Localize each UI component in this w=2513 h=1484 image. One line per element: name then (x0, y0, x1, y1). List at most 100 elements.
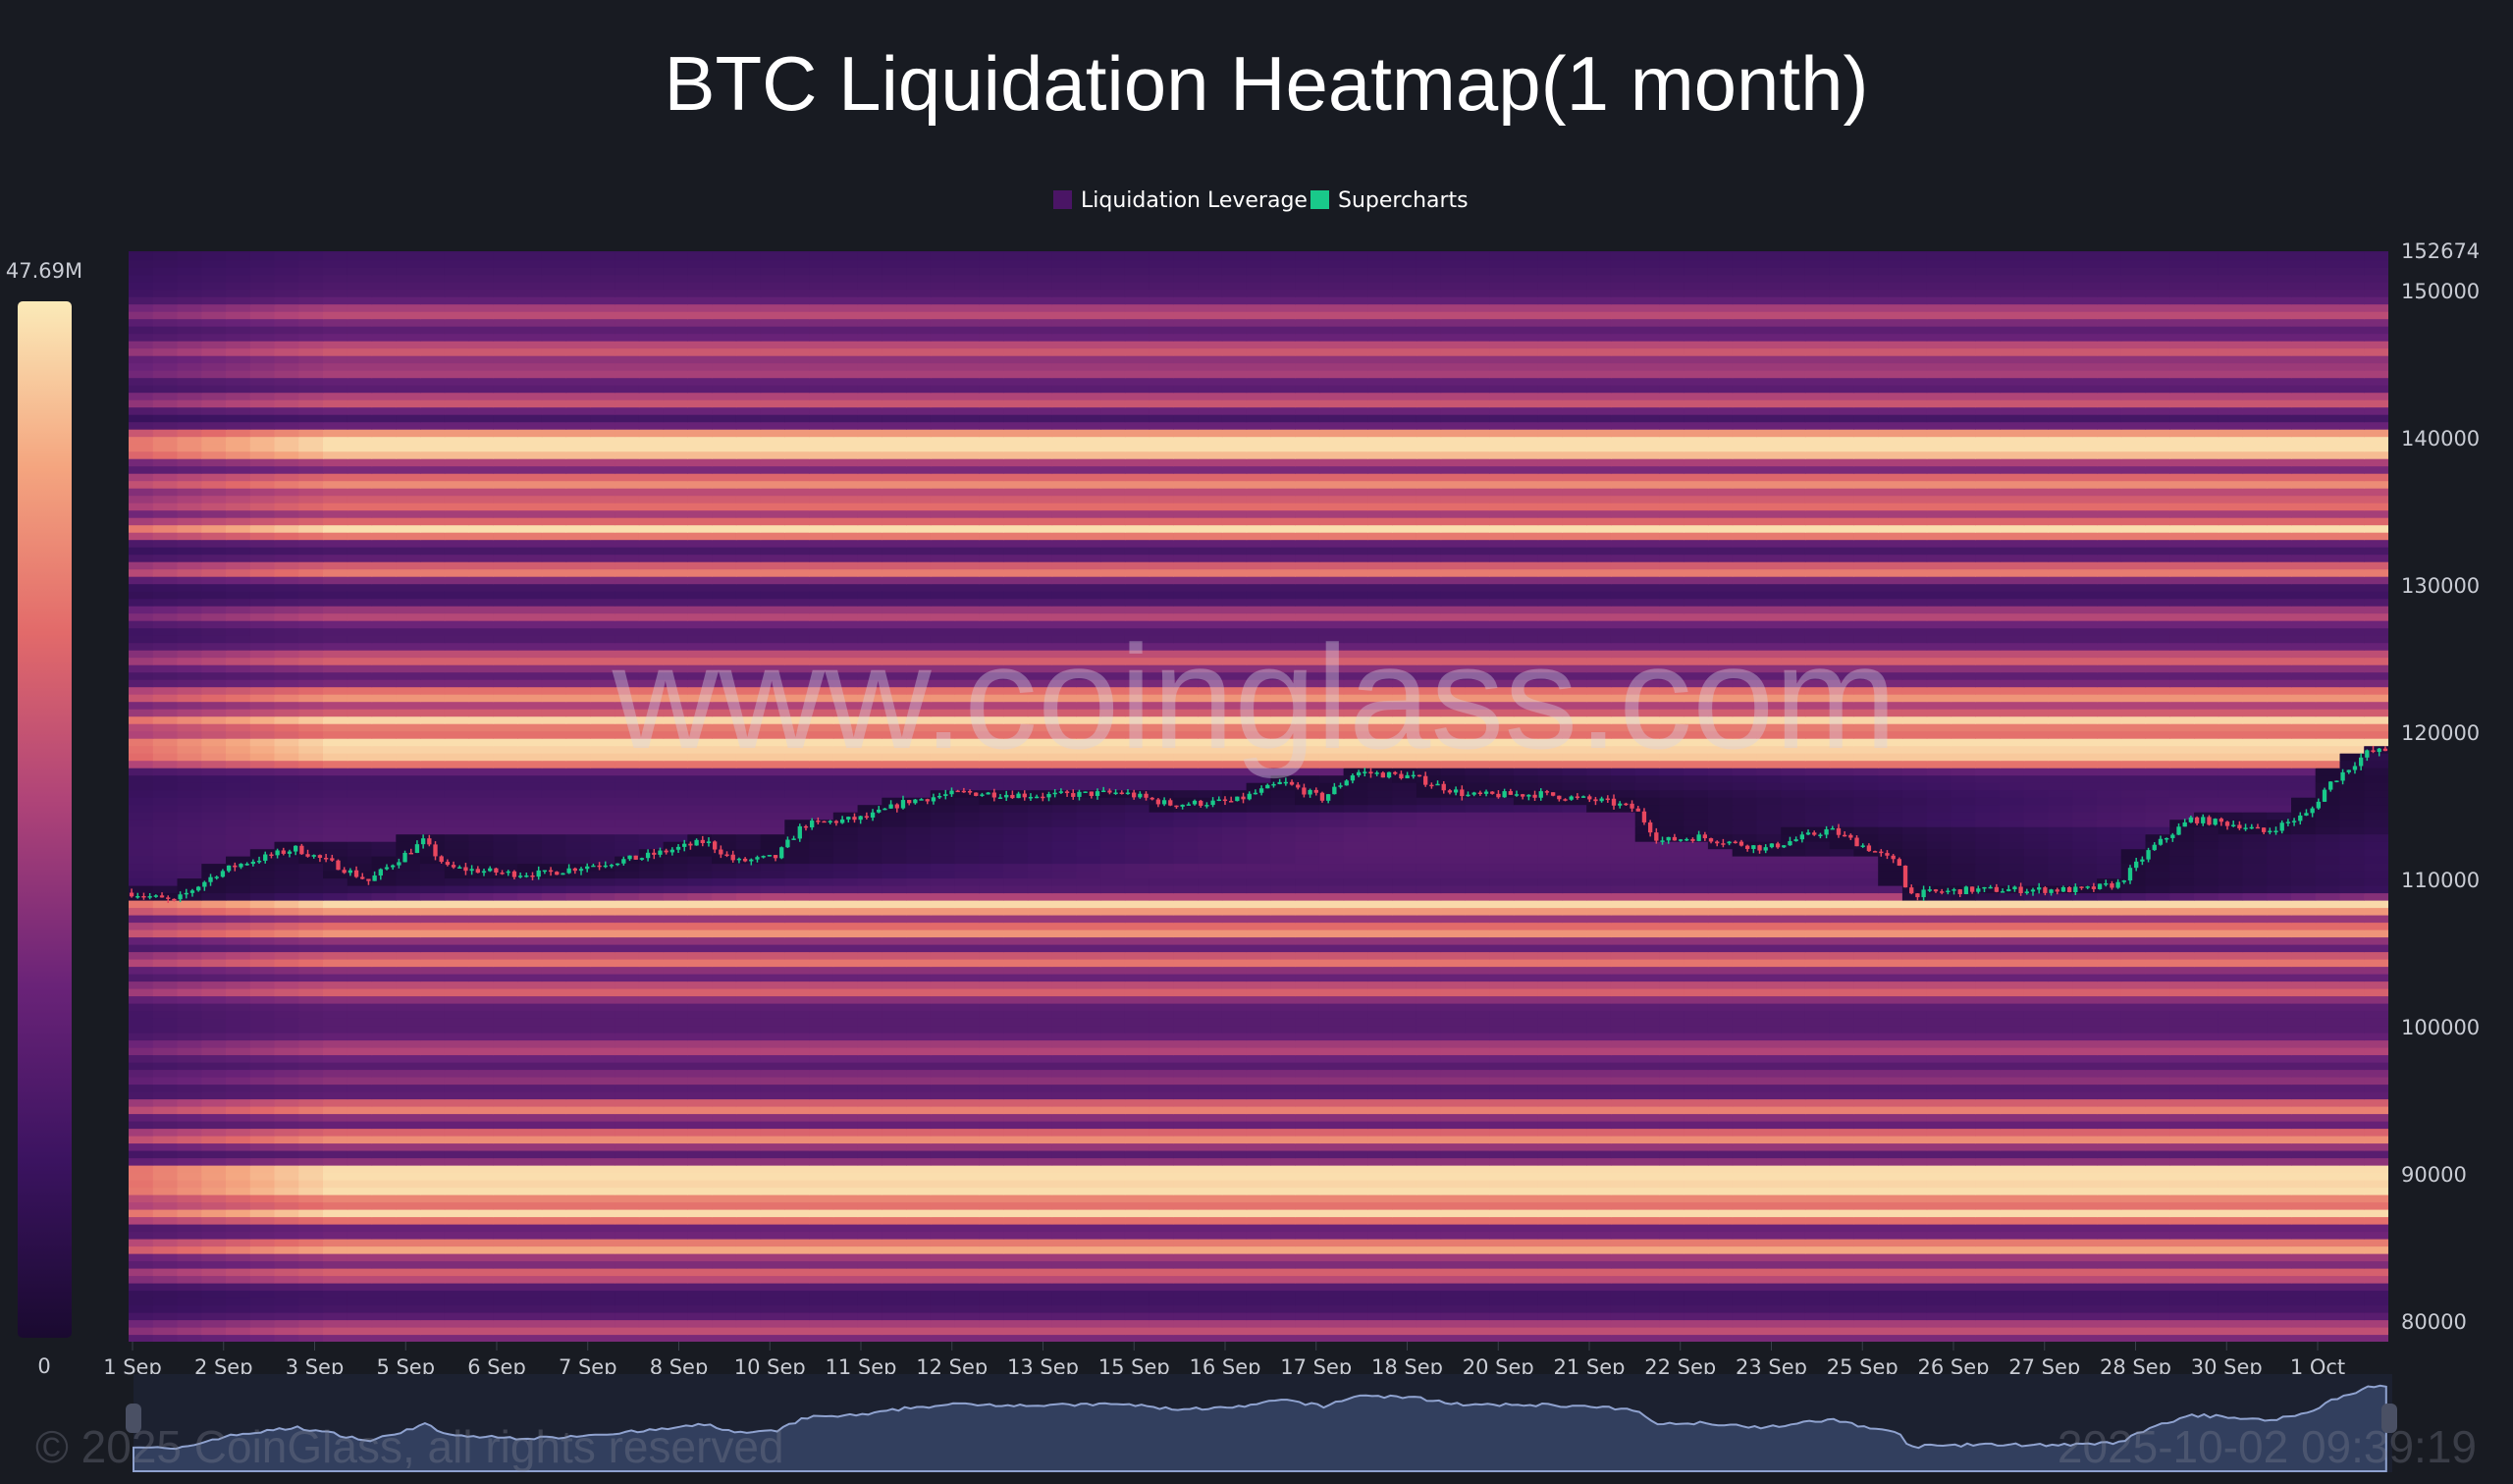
heatmap-cell (1051, 1084, 1077, 1092)
heatmap-cell (1513, 1201, 1539, 1210)
heatmap-cell (1634, 1334, 1661, 1342)
heatmap-cell (590, 974, 615, 982)
heatmap-cell (2364, 1113, 2388, 1122)
heatmap-cell (2097, 1069, 2122, 1078)
heatmap-cell (2097, 1194, 2122, 1203)
heatmap-cell (1051, 1209, 1077, 1218)
heatmap-cell (1198, 1201, 1223, 1210)
heatmap-cell (1562, 1290, 1587, 1298)
heatmap-cell (663, 1194, 688, 1203)
heatmap-cell (1853, 1260, 1879, 1269)
heatmap-cell (687, 1069, 713, 1078)
heatmap-cell (857, 1319, 882, 1328)
heatmap-cell (2267, 1209, 2292, 1218)
heatmap-cell (2339, 1128, 2365, 1137)
heatmap-cell (1149, 1327, 1174, 1336)
heatmap-cell (930, 1268, 956, 1277)
heatmap-cell (1221, 1128, 1248, 1137)
heatmap-cell (1489, 966, 1515, 975)
heatmap-cell (2315, 1121, 2341, 1130)
heatmap-cell (1295, 1275, 1320, 1284)
heatmap-cell (1732, 1047, 1758, 1056)
heatmap-cell (663, 959, 688, 968)
heatmap-cell (906, 1253, 932, 1262)
heatmap-cell (809, 1275, 834, 1284)
heatmap-cell (2120, 1039, 2147, 1048)
heatmap-cell (832, 1283, 859, 1292)
heatmap-cell (201, 1201, 227, 1210)
heatmap-cell (1051, 1047, 1077, 1056)
heatmap-cell (1634, 1201, 1661, 1210)
heatmap-cell (1951, 1298, 1976, 1306)
heatmap-cell (2364, 1283, 2388, 1292)
heatmap-cell (784, 1157, 810, 1166)
heatmap-cell (152, 1268, 179, 1277)
heatmap-cell (1537, 1069, 1564, 1078)
heatmap-cell (201, 1275, 227, 1284)
heatmap-cell (832, 951, 859, 960)
heatmap-cell (1440, 966, 1466, 975)
heatmap-cell (857, 1039, 882, 1048)
heatmap-cell (1901, 1253, 1928, 1262)
heatmap-cell (1562, 1334, 1587, 1342)
heatmap-cell (493, 1106, 518, 1115)
heatmap-cell (2267, 1054, 2292, 1063)
heatmap-cell (1804, 974, 1831, 982)
heatmap-cell (857, 1121, 882, 1130)
heatmap-cell (1003, 1268, 1029, 1277)
heatmap-cell (2315, 1142, 2341, 1151)
heatmap-cell (1586, 1128, 1612, 1137)
heatmap-cell (2097, 1180, 2122, 1189)
heatmap-cell (1610, 1194, 1636, 1203)
heatmap-cell (1100, 1290, 1126, 1298)
heatmap-cell (2339, 1268, 2365, 1277)
legend-item-liquidation-leverage[interactable]: Liquidation Leverage (1053, 188, 1308, 213)
heatmap-cell (1586, 1290, 1612, 1298)
heatmap-cell (2242, 1054, 2268, 1063)
heatmap-cell (396, 951, 421, 960)
heatmap-cell (1975, 1113, 2001, 1122)
heatmap-cell (1926, 1187, 1952, 1195)
heatmap-cell (396, 959, 421, 968)
heatmap-cell (1343, 1209, 1368, 1218)
heatmap-cell (347, 1157, 373, 1166)
heatmap-cell (1027, 959, 1053, 968)
heatmap-cell (1124, 1290, 1150, 1298)
heatmap-cell (2315, 1128, 2341, 1137)
heatmap-cell (1100, 1172, 1126, 1181)
heatmap-cell (2145, 1142, 2170, 1151)
heatmap-cell (663, 1018, 688, 1027)
heatmap-cell (663, 944, 688, 953)
heatmap-cell (226, 1304, 251, 1313)
heatmap-cell (1198, 1209, 1223, 1218)
heatmap-cell (323, 959, 348, 968)
heatmap-cell (1076, 1290, 1101, 1298)
heatmap-cell (2145, 1209, 2170, 1218)
heatmap-cell (1027, 1121, 1053, 1130)
heatmap-cell (541, 1054, 567, 1063)
legend-item-supercharts[interactable]: Supercharts (1310, 188, 1469, 213)
heatmap-cell (1392, 1253, 1417, 1262)
heatmap-cell (1732, 1077, 1758, 1086)
heatmap-cell (1367, 1113, 1393, 1122)
heatmap-cell (1489, 1025, 1515, 1034)
heatmap-cell (2000, 1260, 2025, 1269)
heatmap-cell (1027, 1304, 1053, 1313)
heatmap-cell (2194, 1018, 2219, 1027)
heatmap-cell (2120, 1260, 2147, 1269)
heatmap-cell (1100, 1224, 1126, 1233)
heatmap-cell (857, 1128, 882, 1137)
heatmap-cell (1149, 1194, 1174, 1203)
heatmap-cell (2267, 1084, 2292, 1092)
heatmap-cell (1878, 1216, 1903, 1225)
heatmap-cell (2120, 1201, 2147, 1210)
heatmap-cell (1804, 1268, 1831, 1277)
heatmap-cell (129, 980, 154, 989)
heatmap-cell (2291, 1069, 2317, 1078)
heatmap-cell (2364, 1216, 2388, 1225)
heatmap-cell (1829, 1128, 1855, 1137)
heatmap-cell (420, 988, 446, 997)
heatmap-cell (590, 1010, 615, 1019)
heatmap-cell (493, 974, 518, 982)
heatmap-cell (2364, 1246, 2388, 1254)
